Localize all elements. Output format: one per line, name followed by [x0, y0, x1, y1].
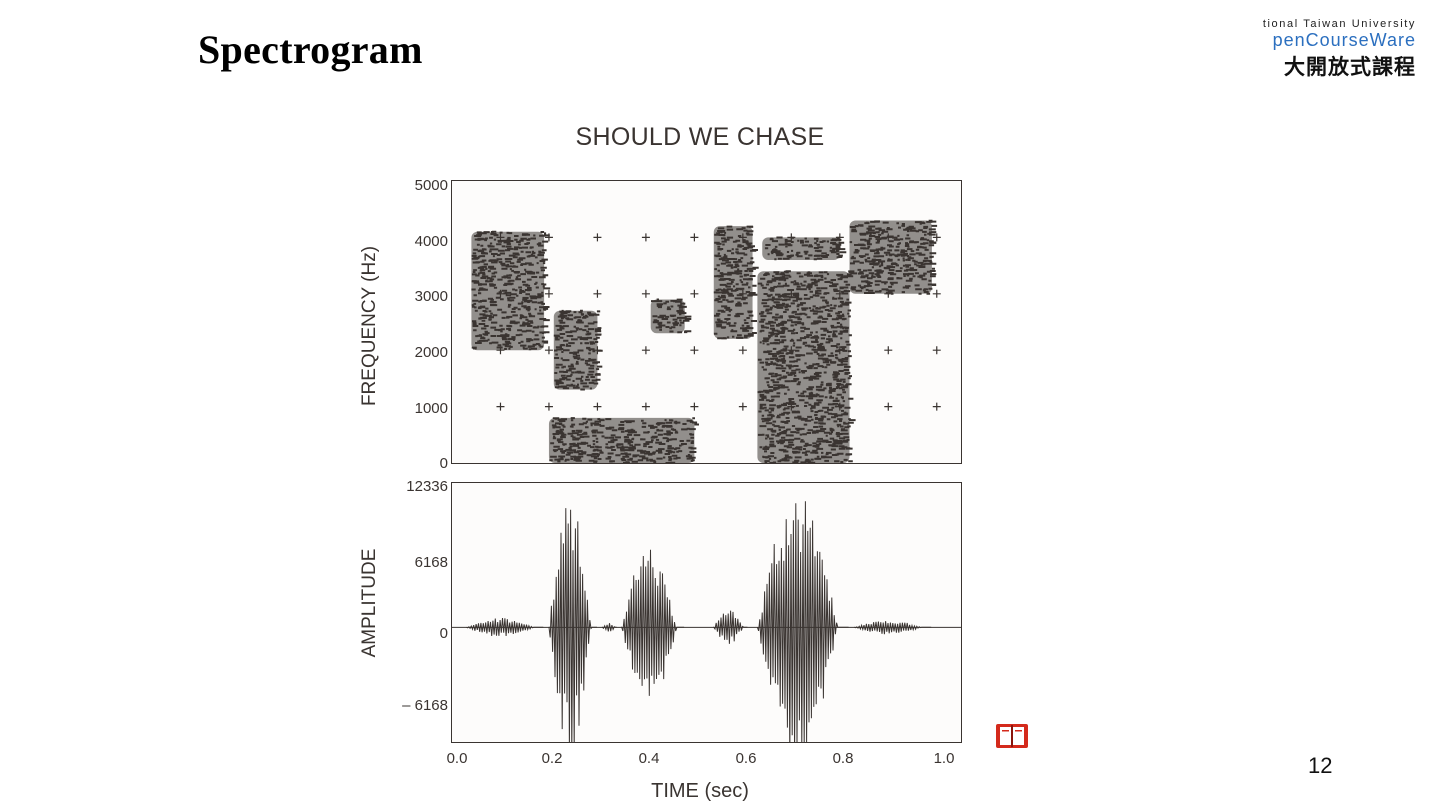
grid-cross — [932, 289, 941, 298]
opencourseware-logo: tional Taiwan University penCourseWare 大… — [1240, 18, 1420, 79]
grid-cross — [496, 402, 505, 411]
spectral-energy-texture — [553, 309, 603, 391]
spectral-energy-texture — [549, 417, 699, 464]
page-number: 12 — [1308, 753, 1333, 778]
grid-cross — [932, 402, 941, 411]
logo-line-university: tional Taiwan University — [1262, 18, 1416, 30]
grid-cross — [641, 233, 650, 242]
figure-title: SHOULD WE CHASE — [575, 123, 825, 151]
time-tick-label: 0.6 — [735, 750, 757, 767]
spectral-energy-texture — [849, 219, 938, 295]
frequency-axis-label: FREQUENCY (Hz) — [359, 245, 380, 407]
freq-tick-label: 1000 — [414, 400, 448, 417]
spectral-energy-texture — [471, 230, 551, 351]
grid-cross — [690, 289, 699, 298]
grid-cross — [884, 402, 893, 411]
spectrogram-panel — [451, 180, 962, 464]
book-icon — [996, 722, 1028, 750]
waveform-panel — [451, 482, 962, 759]
grid-cross — [544, 402, 553, 411]
grid-cross — [641, 346, 650, 355]
logo-line-ocw: penCourseWare — [1272, 30, 1416, 50]
logo-line-chinese: 大開放式課程 — [1284, 56, 1416, 79]
time-tick-label: 0.4 — [638, 750, 660, 767]
grid-cross — [593, 402, 602, 411]
spectral-energy-texture — [764, 236, 847, 261]
grid-cross — [593, 289, 602, 298]
time-axis-label: TIME (sec) — [651, 780, 749, 802]
time-tick-label: 0.0 — [446, 750, 468, 767]
grid-cross — [690, 402, 699, 411]
spectrogram-plot — [471, 219, 941, 464]
grid-cross — [884, 346, 893, 355]
amp-tick-label: – 6168 — [402, 697, 448, 714]
waveform-plot — [452, 501, 961, 759]
grid-cross — [932, 346, 941, 355]
waveform-segment — [601, 623, 617, 632]
grid-cross — [544, 289, 553, 298]
grid-cross — [690, 346, 699, 355]
spectral-energy-texture — [757, 270, 856, 464]
waveform-segment — [713, 610, 748, 644]
freq-tick-label: 0 — [439, 455, 448, 472]
waveform-segment — [621, 549, 685, 696]
freq-tick-label: 4000 — [414, 233, 448, 250]
grid-cross — [593, 233, 602, 242]
grid-cross — [738, 402, 747, 411]
grid-cross — [738, 346, 747, 355]
freq-tick-label: 3000 — [414, 288, 448, 305]
spectral-energy-region — [553, 310, 598, 390]
amp-tick-label: 0 — [439, 625, 448, 642]
spectral-energy-texture — [651, 298, 692, 334]
time-tick-label: 0.2 — [541, 750, 563, 767]
spectral-energy-texture — [713, 225, 759, 340]
grid-cross — [641, 289, 650, 298]
amp-tick-label: 6168 — [414, 554, 448, 571]
amp-tick-label: 12336 — [406, 478, 448, 495]
grid-cross — [641, 402, 650, 411]
time-tick-label: 1.0 — [933, 750, 955, 767]
freq-tick-label: 2000 — [414, 344, 448, 361]
grid-cross — [932, 233, 941, 242]
grid-cross — [544, 346, 553, 355]
waveform-segment — [466, 618, 544, 637]
slide-title: Spectrogram — [198, 27, 423, 72]
time-tick-label: 0.8 — [832, 750, 854, 767]
waveform-segment — [854, 621, 932, 635]
spectrogram-figure: SHOULD WE CHASE FREQUENCY (Hz) AMPLITUDE… — [340, 105, 1020, 810]
waveform-segment — [756, 501, 849, 759]
grid-cross — [690, 233, 699, 242]
waveform-segment — [548, 508, 597, 755]
freq-tick-label: 5000 — [414, 177, 448, 194]
